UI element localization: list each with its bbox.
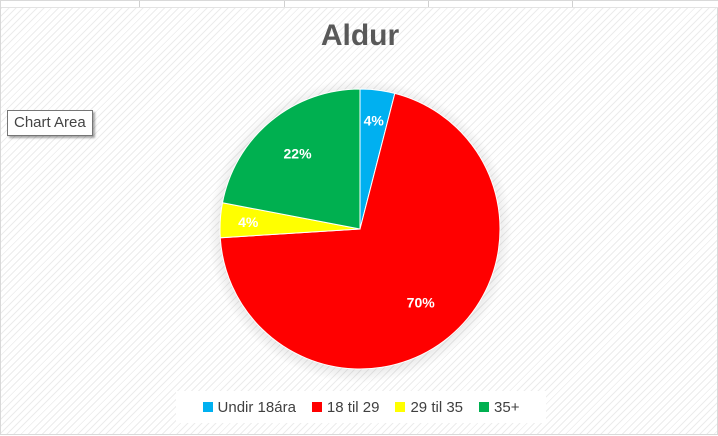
chart-area-tooltip: Chart Area	[7, 110, 93, 136]
sheet-gridlines	[1, 1, 718, 8]
legend-item[interactable]: Undir 18ára	[202, 398, 296, 416]
slice-data-label[interactable]: 22%	[284, 145, 313, 161]
legend-label: 29 til 35	[410, 398, 464, 416]
chart-title[interactable]: Aldur	[320, 19, 400, 52]
legend-swatch	[202, 402, 213, 412]
legend-label: 18 til 29	[326, 398, 380, 416]
pie-slice[interactable]	[219, 92, 501, 370]
legend-swatch	[395, 402, 406, 412]
legend-label: Undir 18ára	[217, 398, 296, 416]
legend-swatch	[311, 402, 322, 412]
legend[interactable]: Undir 18ára 18 til 29 29 til 35 35+	[176, 391, 546, 423]
pie-slice[interactable]	[221, 88, 361, 230]
slice-data-label[interactable]: 4%	[238, 214, 259, 230]
slice-data-label[interactable]: 4%	[364, 113, 385, 129]
legend-item[interactable]: 35+	[479, 399, 519, 416]
legend-item[interactable]: 18 til 29	[311, 398, 380, 416]
legend-item[interactable]: 29 til 35	[395, 399, 463, 416]
slice-data-label[interactable]: 70%	[407, 294, 436, 310]
legend-swatch	[479, 402, 490, 412]
legend-label: 35+	[494, 398, 520, 416]
